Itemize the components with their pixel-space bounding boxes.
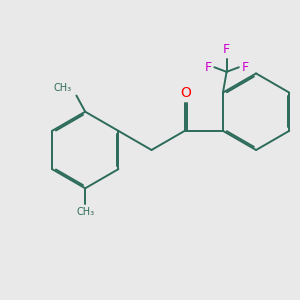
Text: CH₃: CH₃ [76,207,94,217]
Text: F: F [204,61,211,74]
Text: F: F [223,43,230,56]
Text: CH₃: CH₃ [54,83,72,93]
Text: F: F [242,61,249,74]
Text: O: O [181,86,192,100]
